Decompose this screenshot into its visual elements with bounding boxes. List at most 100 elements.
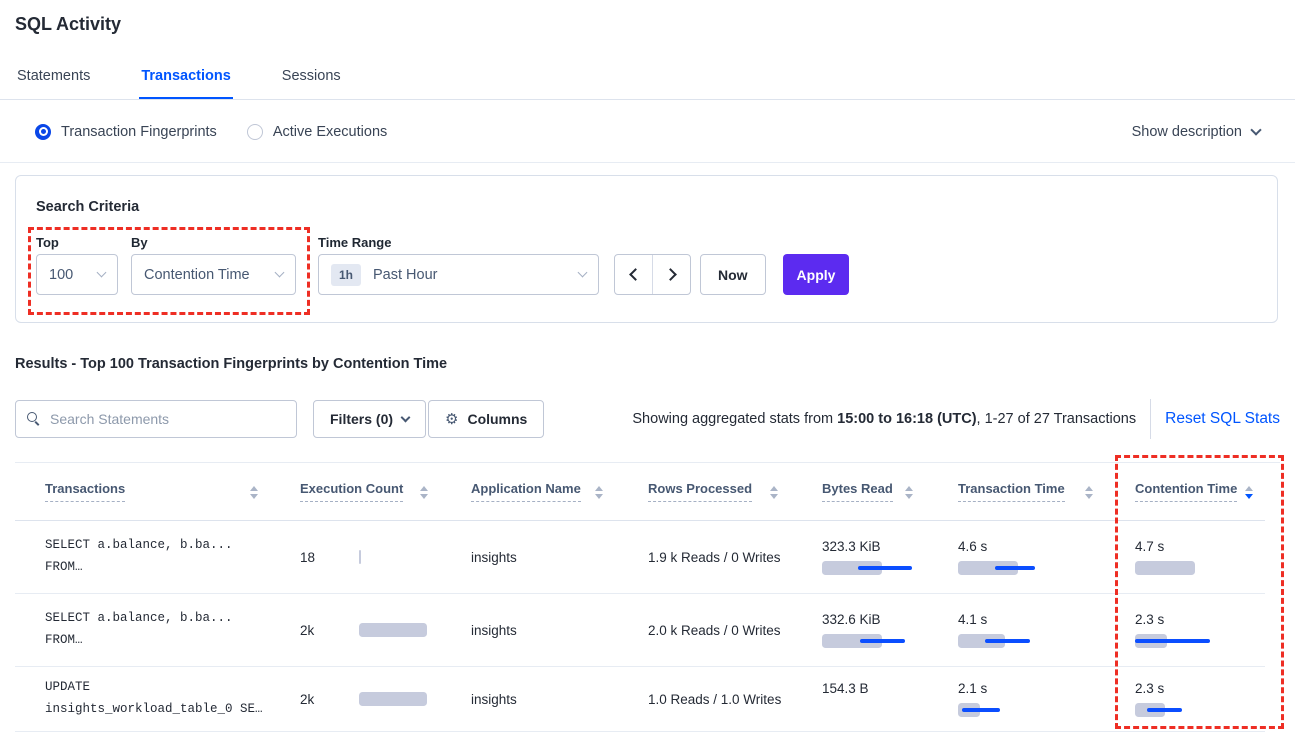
table-row[interactable]: SELECT a.balance, b.ba... FROM… 18 insigh… [15,521,1265,594]
bytes-read-cell: 154.3 B [790,667,925,731]
view-toggle-row: Transaction Fingerprints Active Executio… [0,101,1295,163]
sql-statement-link[interactable]: SELECT a.balance, b.ba... FROM… [45,538,233,574]
contention-time-cell: 2.3 s [1105,594,1265,666]
table-header-row: Transactions Execution Count Application… [15,463,1265,521]
sql-statement-link[interactable]: SELECT a.balance, b.ba... FROM… [45,611,233,647]
tab-sessions[interactable]: Sessions [281,68,341,84]
application-name-cell: insights [471,549,517,565]
execution-count-bar [358,692,440,706]
transaction-fingerprint-cell[interactable]: UPDATE insights_workload_table_0 SE… [15,667,270,731]
tab-statements[interactable]: Statements [17,68,91,84]
table-row[interactable]: UPDATE insights_workload_table_0 SE… 2k i… [15,667,1265,732]
gear-icon: ⚙ [445,410,459,428]
contention-time-bar [1135,634,1235,648]
chevron-right-icon [663,268,677,281]
transaction-time-cell: 4.6 s [925,521,1105,593]
time-range-value: Past Hour [373,266,438,283]
contention-time-bar [1135,703,1235,717]
sort-icon[interactable] [1085,484,1093,499]
application-name-cell: insights [471,691,517,707]
execution-count-bar [358,550,440,564]
time-range-badge: 1h [331,263,362,286]
tab-transactions[interactable]: Transactions [139,58,233,99]
execution-count-cell: 18 [270,521,440,593]
time-nav-group [614,254,691,295]
transactions-table: Transactions Execution Count Application… [15,462,1280,732]
bytes-read-cell: 332.6 KiB [790,594,925,666]
sort-icon-active-desc[interactable] [1245,484,1253,499]
radio-transaction-fingerprints[interactable]: Transaction Fingerprints [35,123,217,140]
by-select-value: Contention Time [144,266,250,283]
apply-button[interactable]: Apply [783,254,849,295]
execution-count-cell: 2k [270,594,440,666]
by-select[interactable]: Contention Time [131,254,296,295]
sort-icon[interactable] [420,484,428,499]
bytes-read-bar [822,634,922,648]
transaction-time-bar [958,634,1058,648]
execution-count-bar [358,623,440,637]
chevron-left-icon [628,268,642,281]
search-criteria-heading: Search Criteria [36,199,140,215]
radio-label: Active Executions [272,123,388,140]
chevron-down-icon [274,267,285,278]
table-row[interactable]: SELECT a.balance, b.ba... FROM… 2k insigh… [15,594,1265,667]
header-transactions[interactable]: Transactions [15,463,270,520]
bytes-read-bar [822,703,922,717]
header-transaction-time[interactable]: Transaction Time [925,463,1105,520]
page-header: SQL Activity Statements Transactions Ses… [0,0,1295,100]
reset-sql-stats-link[interactable]: Reset SQL Stats [1165,410,1280,427]
header-bytes-read[interactable]: Bytes Read [790,463,925,520]
stats-time-range: 15:00 to 16:18 (UTC) [837,411,977,427]
sort-icon[interactable] [905,484,913,499]
contention-time-bar [1135,561,1235,575]
tab-bar: Statements Transactions Sessions [15,58,343,99]
show-description-toggle[interactable]: Show description [1131,101,1262,162]
chevron-down-icon [96,267,107,278]
top-label: Top [36,235,59,250]
now-button[interactable]: Now [700,254,766,295]
toolbar-right: Showing aggregated stats from 15:00 to 1… [632,399,1280,439]
search-statements-box [15,400,297,438]
header-rows-processed[interactable]: Rows Processed [615,463,790,520]
bytes-read-bar [822,561,922,575]
chevron-down-icon [1250,123,1262,136]
contention-time-cell: 2.3 s [1105,667,1265,731]
time-range-select[interactable]: 1h Past Hour [318,254,599,295]
transaction-fingerprint-cell[interactable]: SELECT a.balance, b.ba... FROM… [15,594,270,666]
columns-button-label: Columns [467,411,528,427]
vertical-divider [1150,399,1152,439]
header-contention-time[interactable]: Contention Time [1105,463,1265,520]
show-description-label: Show description [1131,123,1242,140]
page-title: SQL Activity [15,14,122,34]
transaction-fingerprint-cell[interactable]: SELECT a.balance, b.ba... FROM… [15,521,270,593]
filters-button-label: Filters (0) [330,411,394,427]
radio-active-executions[interactable]: Active Executions [246,123,388,140]
radio-label: Transaction Fingerprints [61,123,217,140]
sort-icon[interactable] [770,484,778,499]
radio-selected-icon[interactable] [35,123,51,140]
application-name-cell: insights [471,622,517,638]
radio-unselected-icon[interactable] [246,123,263,140]
header-execution-count[interactable]: Execution Count [270,463,440,520]
next-interval-button[interactable] [652,255,690,294]
sort-icon[interactable] [250,484,258,499]
search-statements-input[interactable] [50,411,285,427]
search-icon [27,412,41,426]
chevron-down-icon [400,412,411,423]
transaction-time-cell: 4.1 s [925,594,1105,666]
columns-button[interactable]: ⚙ Columns [428,400,545,438]
aggregated-stats-text: Showing aggregated stats from 15:00 to 1… [632,411,1137,427]
chevron-down-icon [577,267,588,278]
sql-statement-link[interactable]: UPDATE insights_workload_table_0 SE… [45,680,263,716]
header-application-name[interactable]: Application Name [440,463,615,520]
results-heading: Results - Top 100 Transaction Fingerprin… [15,356,448,372]
sort-icon[interactable] [595,484,603,499]
filters-button[interactable]: Filters (0) [313,400,427,438]
rows-processed-cell: 1.0 Reads / 1.0 Writes [648,691,782,707]
execution-count-cell: 2k [270,667,440,731]
contention-time-cell: 4.7 s [1105,521,1265,593]
transaction-time-bar [958,703,1058,717]
top-select[interactable]: 100 [36,254,118,295]
time-range-label: Time Range [318,235,392,250]
previous-interval-button[interactable] [615,255,652,294]
